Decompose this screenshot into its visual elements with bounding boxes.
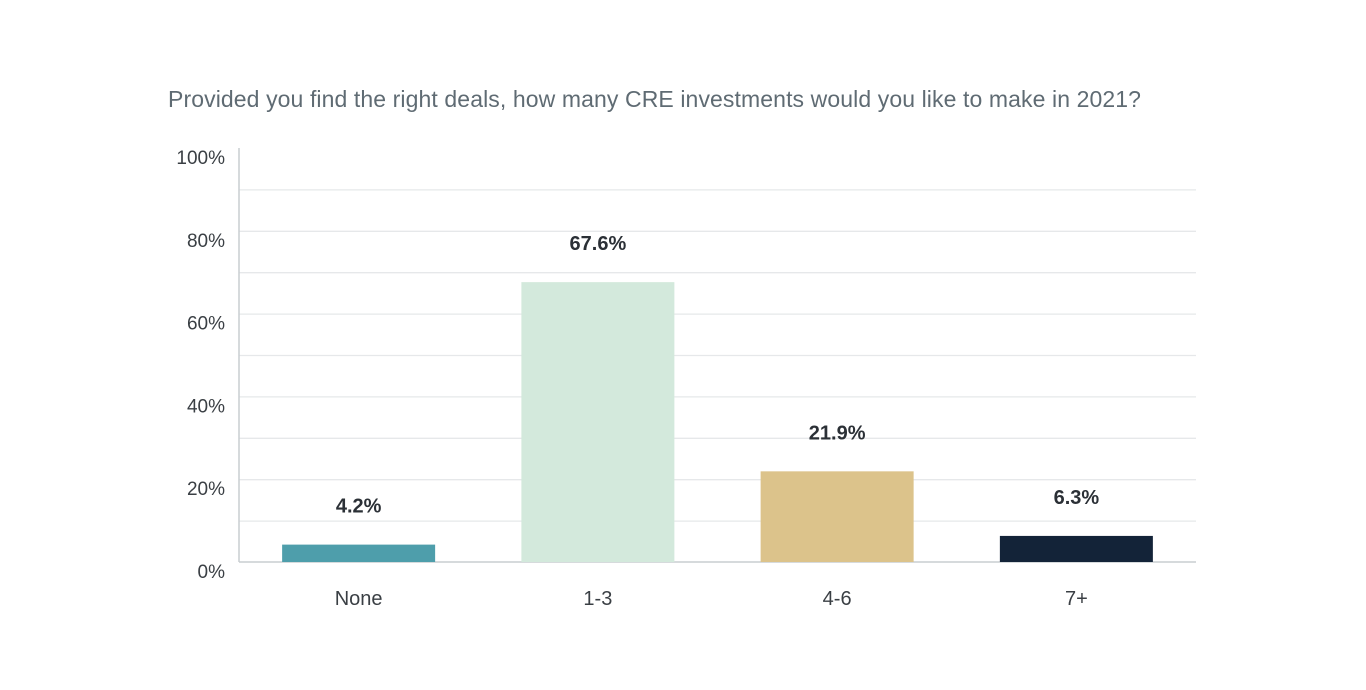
y-tick-label: 40%: [187, 396, 225, 417]
data-label: 4.2%: [336, 496, 382, 518]
bars: [282, 282, 1153, 562]
labels: 0% 20% 40% 60% 80% 100% 4.2% None 67.6% 1-3 21.9% 4…: [176, 148, 1099, 610]
data-label: 6.3%: [1054, 487, 1100, 509]
y-tick-label: 80%: [187, 231, 225, 252]
y-tick-label: 0%: [198, 562, 226, 583]
data-label: 67.6%: [570, 233, 627, 255]
x-tick-label: 7+: [1065, 588, 1088, 610]
y-tick-label: 20%: [187, 479, 225, 500]
x-tick-label: 1-3: [583, 588, 612, 610]
data-label: 21.9%: [809, 422, 866, 444]
y-tick-label: 60%: [187, 314, 225, 335]
chart-title: Provided you find the right deals, how m…: [168, 86, 1142, 112]
bar: [282, 544, 436, 562]
bar: [760, 471, 914, 562]
y-tick-label: 100%: [176, 148, 225, 169]
bar: [999, 535, 1153, 562]
x-tick-label: 4-6: [823, 588, 852, 610]
bar: [521, 282, 675, 562]
x-tick-label: None: [335, 588, 383, 610]
gridlines: [239, 189, 1196, 522]
